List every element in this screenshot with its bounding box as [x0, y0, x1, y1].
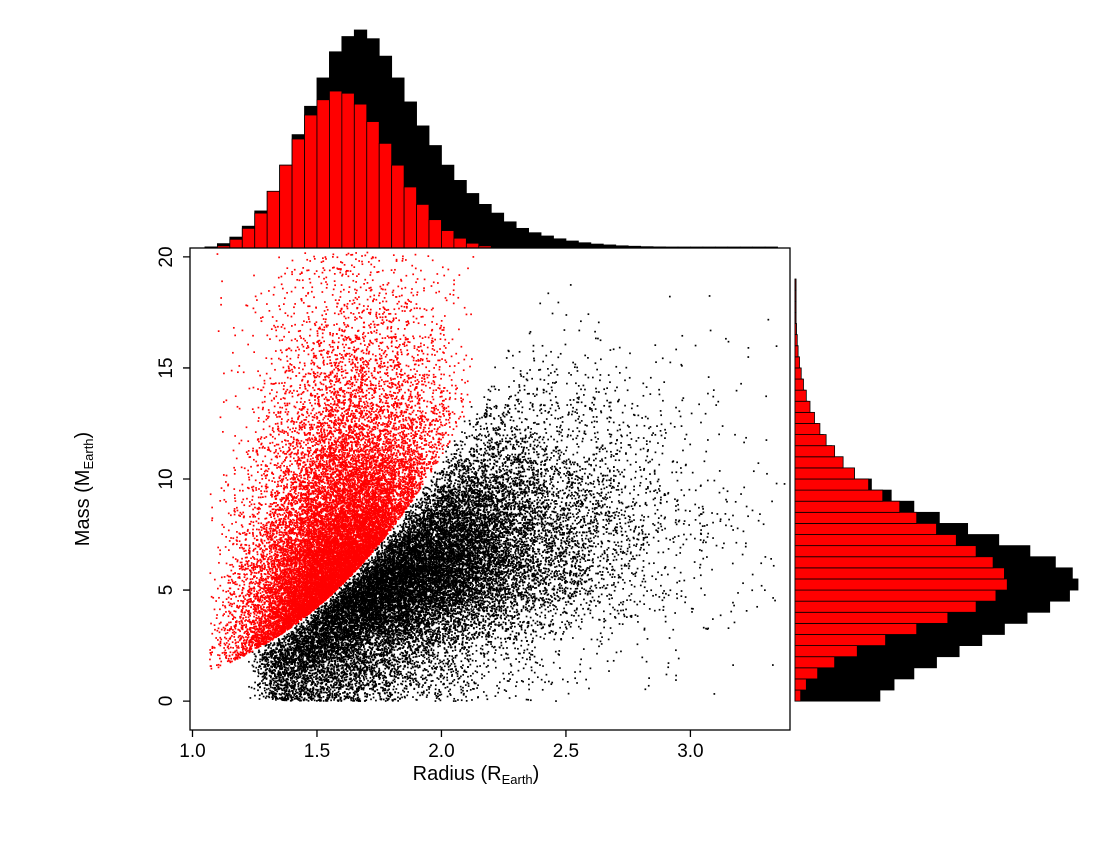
x-tick-label: 2.0: [428, 741, 455, 762]
y-axis-label-subscript: Earth: [81, 438, 96, 470]
x-tick-label: 2.5: [552, 741, 580, 762]
y-tick-label: 15: [156, 357, 177, 379]
x-axis-label: Radius (REarth): [413, 763, 540, 787]
x-axis-label-close: ): [532, 763, 540, 785]
y-tick-label: 20: [156, 246, 177, 268]
x-axis-label-subscript: Earth: [501, 772, 533, 787]
x-tick-label: 1.0: [179, 741, 206, 762]
x-axis-label-text: Radius (R: [412, 763, 502, 785]
x-tick-label: 3.0: [677, 741, 704, 762]
x-tick-label: 1.5: [303, 741, 331, 762]
y-axis-label-text: Mass (M: [72, 469, 94, 547]
y-axis-label: Mass (MEarth): [72, 432, 96, 546]
y-axis-label-close: ): [72, 431, 94, 439]
y-tick-label: 10: [156, 468, 177, 490]
y-tick-label: 5: [156, 584, 177, 596]
y-tick-label: 0: [156, 695, 177, 707]
